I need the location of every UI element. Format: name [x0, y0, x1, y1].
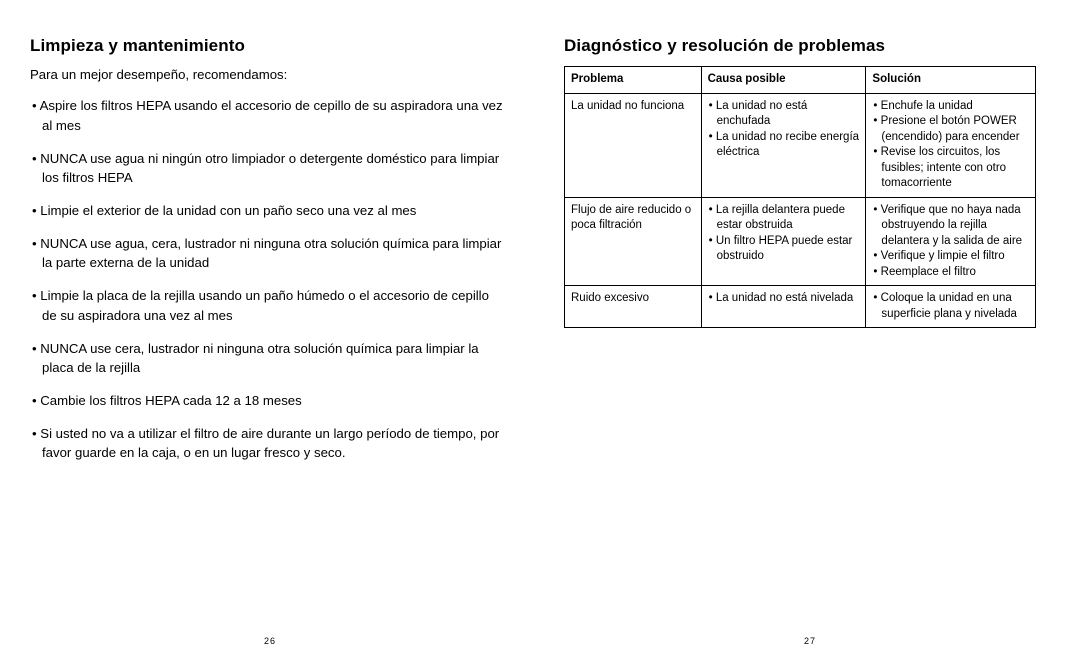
- list-item: Verifique y limpie el filtro: [872, 249, 1029, 265]
- cell-problem: Ruido excesivo: [565, 286, 702, 328]
- list-item: La unidad no está nivelada: [708, 291, 860, 307]
- table-row: Ruido excesivo La unidad no está nivelad…: [565, 286, 1036, 328]
- cell-problem: La unidad no funciona: [565, 93, 702, 197]
- page-number-left: 26: [0, 636, 540, 646]
- list-item: Presione el botón POWER (encendido) para…: [872, 114, 1029, 145]
- list-item: NUNCA use cera, lustrador ni ninguna otr…: [30, 339, 504, 377]
- col-solution: Solución: [866, 67, 1036, 94]
- col-problem: Problema: [565, 67, 702, 94]
- list-item: Coloque la unidad en una superficie plan…: [872, 291, 1029, 322]
- list-item: Si usted no va a utilizar el filtro de a…: [30, 424, 504, 462]
- cell-cause: La rejilla delantera puede estar obstrui…: [701, 197, 866, 286]
- list-item: Reemplace el filtro: [872, 265, 1029, 281]
- cell-problem: Flujo de aire reducido o poca filtración: [565, 197, 702, 286]
- left-title: Limpieza y mantenimiento: [30, 36, 504, 56]
- list-item: NUNCA use agua, cera, lustrador ni ningu…: [30, 234, 504, 272]
- list-item: La rejilla delantera puede estar obstrui…: [708, 203, 860, 234]
- cell-solution: Coloque la unidad en una superficie plan…: [866, 286, 1036, 328]
- right-page: Diagnóstico y resolución de problemas Pr…: [540, 0, 1080, 664]
- cell-cause: La unidad no está enchufada La unidad no…: [701, 93, 866, 197]
- list-item: Limpie la placa de la rejilla usando un …: [30, 286, 504, 324]
- right-title: Diagnóstico y resolución de problemas: [564, 36, 1036, 56]
- list-item: La unidad no recibe energía eléctrica: [708, 130, 860, 161]
- table-row: La unidad no funciona La unidad no está …: [565, 93, 1036, 197]
- list-item: Verifique que no haya nada obstruyendo l…: [872, 203, 1029, 250]
- table-header-row: Problema Causa posible Solución: [565, 67, 1036, 94]
- list-item: Enchufe la unidad: [872, 99, 1029, 115]
- col-cause: Causa posible: [701, 67, 866, 94]
- list-item: Limpie el exterior de la unidad con un p…: [30, 201, 504, 220]
- cell-solution: Enchufe la unidad Presione el botón POWE…: [866, 93, 1036, 197]
- list-item: La unidad no está enchufada: [708, 99, 860, 130]
- list-item: Revise los circuitos, los fusibles; inte…: [872, 145, 1029, 192]
- list-item: Un filtro HEPA puede estar obstruido: [708, 234, 860, 265]
- list-item: Cambie los filtros HEPA cada 12 a 18 mes…: [30, 391, 504, 410]
- left-page: Limpieza y mantenimiento Para un mejor d…: [0, 0, 540, 664]
- cell-solution: Verifique que no haya nada obstruyendo l…: [866, 197, 1036, 286]
- list-item: Aspire los filtros HEPA usando el acceso…: [30, 96, 504, 134]
- maintenance-list: Aspire los filtros HEPA usando el acceso…: [30, 96, 504, 462]
- list-item: NUNCA use agua ni ningún otro limpiador …: [30, 149, 504, 187]
- left-intro: Para un mejor desempeño, recomendamos:: [30, 66, 504, 84]
- page-number-right: 27: [540, 636, 1080, 646]
- cell-cause: La unidad no está nivelada: [701, 286, 866, 328]
- troubleshooting-table: Problema Causa posible Solución La unida…: [564, 66, 1036, 328]
- table-row: Flujo de aire reducido o poca filtración…: [565, 197, 1036, 286]
